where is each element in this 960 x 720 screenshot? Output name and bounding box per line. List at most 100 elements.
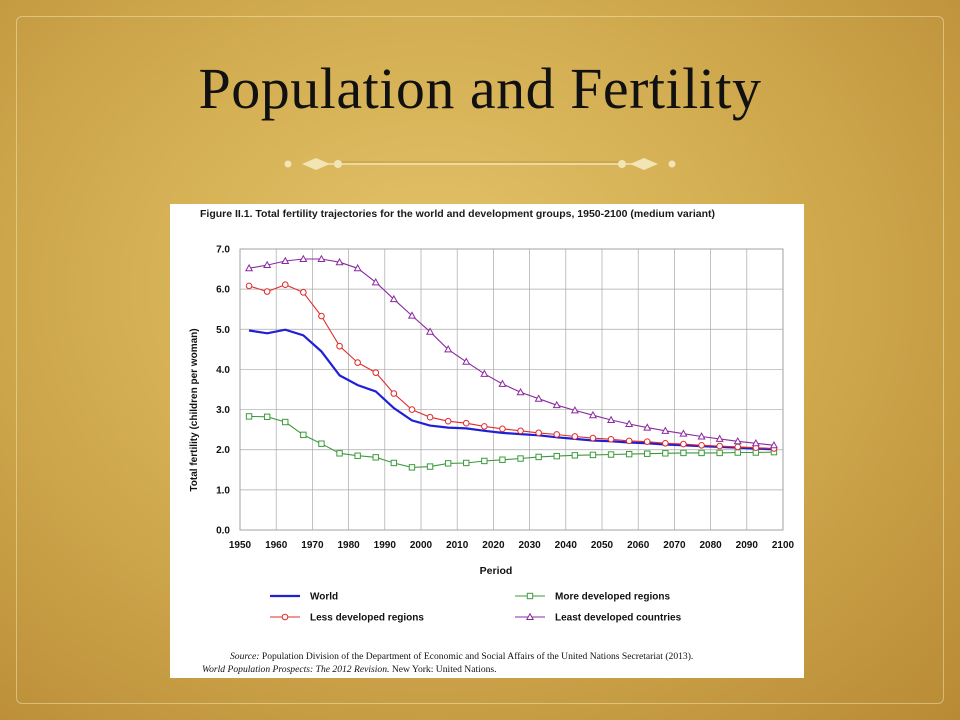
data-point bbox=[588, 410, 597, 419]
data-point bbox=[263, 288, 271, 295]
slide-title: Population and Fertility bbox=[198, 56, 762, 121]
citation-title: World Population Prospects: The 2012 Rev… bbox=[202, 664, 390, 675]
legend-label: World bbox=[310, 592, 338, 603]
x-tick-label: 1970 bbox=[301, 540, 324, 551]
data-point bbox=[245, 413, 253, 420]
data-point bbox=[354, 359, 361, 366]
data-point bbox=[516, 387, 525, 396]
data-point bbox=[463, 459, 470, 467]
data-point bbox=[317, 254, 326, 263]
series-world bbox=[248, 328, 774, 451]
data-point bbox=[426, 463, 434, 470]
legend-item-less-developed: Less developed regions bbox=[270, 613, 424, 624]
data-point bbox=[481, 423, 488, 430]
y-tick-label: 3.0 bbox=[216, 405, 230, 416]
series-line bbox=[248, 258, 774, 446]
data-point bbox=[662, 439, 669, 447]
x-tick-label: 2100 bbox=[772, 540, 795, 551]
data-point bbox=[625, 419, 634, 428]
data-point bbox=[390, 390, 398, 397]
data-point bbox=[481, 457, 488, 465]
series-layer bbox=[245, 254, 778, 471]
data-point bbox=[552, 400, 561, 409]
y-tick-label: 6.0 bbox=[216, 285, 230, 296]
fertility-line-chart: 1950 1960 1970 1980 1990 2000 2010 2020 2030 2040… bbox=[189, 245, 795, 624]
series-line bbox=[248, 328, 774, 451]
data-point bbox=[535, 429, 542, 437]
data-point bbox=[499, 425, 506, 433]
data-point bbox=[480, 369, 489, 377]
data-point bbox=[769, 440, 778, 449]
data-point bbox=[245, 282, 253, 290]
data-point bbox=[715, 434, 724, 442]
legend-label: Less developed regions bbox=[310, 613, 424, 624]
series-least-developed bbox=[245, 254, 778, 449]
data-point bbox=[625, 437, 633, 445]
data-point bbox=[734, 443, 742, 451]
data-point bbox=[498, 379, 507, 387]
y-axis-title: Total fertility (children per woman) bbox=[189, 328, 200, 491]
chart-axes: 1950 1960 1970 1980 1990 2000 2010 2020 2030 2040… bbox=[216, 245, 794, 552]
data-point bbox=[643, 438, 651, 445]
data-point bbox=[662, 450, 669, 457]
series-more-developed bbox=[245, 413, 778, 471]
data-point bbox=[282, 418, 289, 426]
data-point bbox=[336, 342, 343, 350]
x-tick-label: 2010 bbox=[446, 540, 469, 551]
legend-label: Least developed countries bbox=[555, 613, 682, 624]
data-point bbox=[734, 449, 741, 456]
series-line bbox=[248, 415, 774, 468]
data-point bbox=[607, 415, 616, 424]
x-tick-label: 2060 bbox=[627, 540, 650, 551]
data-point bbox=[300, 289, 307, 296]
data-point bbox=[354, 452, 361, 459]
x-tick-label: 2020 bbox=[482, 540, 505, 551]
data-point bbox=[336, 450, 343, 457]
y-tick-label: 0.0 bbox=[216, 526, 230, 537]
slide-frame bbox=[16, 16, 944, 704]
data-point bbox=[553, 452, 560, 460]
data-point bbox=[679, 429, 688, 437]
data-point bbox=[697, 432, 706, 440]
data-point bbox=[372, 454, 379, 461]
x-tick-label: 2080 bbox=[699, 540, 722, 551]
data-point bbox=[390, 459, 398, 467]
y-tick-label: 1.0 bbox=[216, 485, 230, 496]
x-tick-label: 1960 bbox=[265, 540, 288, 551]
x-tick-label: 1990 bbox=[374, 540, 397, 551]
data-point bbox=[751, 438, 760, 447]
y-tick-label: 5.0 bbox=[216, 325, 230, 336]
citation-publisher: New York: United Nations. bbox=[389, 664, 497, 675]
data-point bbox=[534, 394, 543, 402]
data-point bbox=[571, 452, 579, 459]
plot-frame bbox=[239, 248, 784, 531]
legend-item-world: World bbox=[270, 592, 338, 603]
citation-line: World Population Prospects: The 2012 Rev… bbox=[202, 664, 802, 675]
x-tick-label: 2050 bbox=[591, 540, 614, 551]
legend-item-more-developed: More developed regions bbox=[515, 592, 670, 603]
data-point bbox=[535, 453, 542, 461]
data-point bbox=[607, 451, 615, 458]
x-tick-label: 2070 bbox=[663, 540, 686, 551]
data-point bbox=[444, 417, 452, 425]
data-point bbox=[335, 257, 344, 266]
source-text: Population Division of the Department of… bbox=[259, 651, 694, 662]
data-point bbox=[733, 436, 742, 445]
data-point bbox=[444, 345, 453, 353]
legend-item-least-developed: Least developed countries bbox=[515, 613, 682, 624]
data-point bbox=[263, 413, 271, 420]
data-point bbox=[300, 431, 307, 439]
data-point bbox=[426, 413, 434, 421]
data-point bbox=[643, 423, 652, 431]
data-point bbox=[299, 254, 308, 263]
data-point bbox=[389, 294, 398, 303]
data-point bbox=[408, 464, 416, 471]
data-point bbox=[281, 256, 290, 265]
data-point bbox=[353, 263, 362, 272]
legend-label: More developed regions bbox=[555, 592, 670, 603]
figure-card: Figure II.1. Total fertility trajectorie… bbox=[170, 204, 804, 678]
data-point bbox=[716, 449, 723, 457]
legend-marker bbox=[525, 612, 535, 620]
data-point bbox=[245, 263, 254, 272]
series-less-developed bbox=[245, 281, 778, 452]
